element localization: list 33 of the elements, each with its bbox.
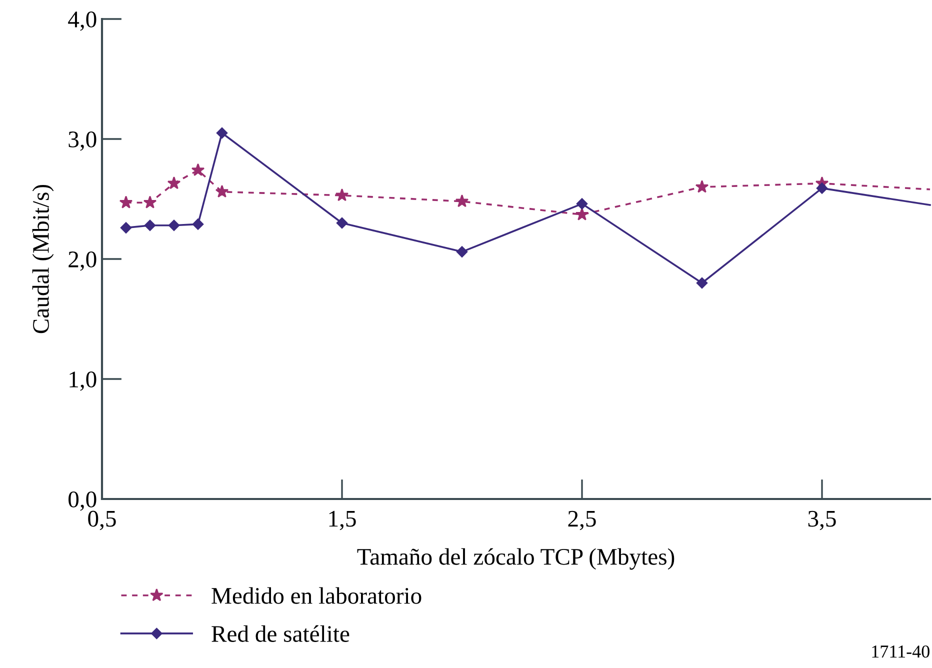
text: 1711-40 xyxy=(872,645,930,658)
point xyxy=(191,163,205,176)
point xyxy=(215,184,229,198)
y-axis-title: Caudal (Mbit/s) xyxy=(32,184,54,334)
point xyxy=(816,182,828,194)
legend-label: Medido en laboratorio xyxy=(212,587,422,604)
point xyxy=(216,127,228,139)
point xyxy=(192,218,204,230)
point xyxy=(456,246,468,258)
point xyxy=(119,196,133,208)
x-axis-title: Tamaño del zócalo TCP (Mbytes) xyxy=(357,548,674,570)
point xyxy=(335,188,349,202)
y-tick-label: 3,0 xyxy=(68,131,96,151)
legend-label: Red de satélite xyxy=(212,625,350,642)
y-tick-label: 1,0 xyxy=(70,371,96,391)
point xyxy=(696,277,708,289)
point xyxy=(576,198,588,210)
point xyxy=(144,220,156,232)
x-tick-label: 2,5 xyxy=(568,510,596,530)
y-tick-label: 0,0 xyxy=(68,491,96,511)
y-tick-label: 4,0 xyxy=(68,11,96,31)
point xyxy=(168,220,180,232)
point xyxy=(455,194,469,208)
x-tick-label: 1,5 xyxy=(329,510,356,530)
point xyxy=(143,196,157,208)
y-tick-label: 2,0 xyxy=(68,251,96,271)
x-tick-label: 0,5 xyxy=(88,510,116,530)
x-tick-label: 3,5 xyxy=(808,510,836,530)
point xyxy=(167,176,181,190)
point xyxy=(336,217,348,229)
point xyxy=(575,208,589,220)
point xyxy=(695,180,709,193)
point xyxy=(120,222,132,234)
